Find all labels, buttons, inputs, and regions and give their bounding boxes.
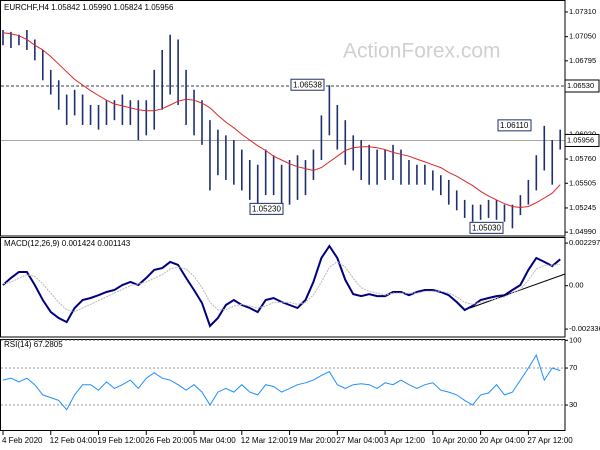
- panel-title: MACD(12,26,9) 0.001424 0.001143: [4, 239, 131, 248]
- price-annotation: 1.06538: [293, 80, 322, 89]
- indicator-line: [2, 260, 561, 313]
- macd-panel: [0, 237, 566, 338]
- y-tick-label: 1.06020: [569, 129, 596, 138]
- x-tick-label: 20 Apr 04:00: [480, 436, 526, 445]
- y-tick-label: 30: [569, 400, 577, 409]
- y-tick-label: 1.05505: [569, 178, 596, 187]
- x-tick-label: 19 Feb 12:00: [98, 436, 146, 445]
- last-price-label: 1.05956: [567, 135, 594, 144]
- level-label: 1.06530: [567, 81, 594, 90]
- x-tick-label: 19 Mar 20:00: [289, 436, 337, 445]
- x-tick-label: 27 Apr 12:00: [527, 436, 573, 445]
- price-annotation-box: [469, 221, 504, 234]
- y-tick-label: 1.05760: [569, 154, 596, 163]
- indicator-line: [2, 32, 561, 209]
- y-tick-label: 1.07310: [569, 7, 596, 16]
- y-tick-label: 1.07050: [569, 32, 596, 41]
- price-annotation: 1.05030: [472, 223, 501, 232]
- x-tick-label: 5 Mar 04:00: [193, 436, 236, 445]
- x-tick-label: 3 Apr 12:00: [384, 436, 425, 445]
- price-annotation-box: [249, 202, 284, 215]
- x-tick-label: 10 Apr 20:00: [432, 436, 478, 445]
- x-tick-label: 12 Mar 12:00: [241, 436, 289, 445]
- price-panel: [0, 0, 566, 237]
- y-tick-label: 70: [569, 363, 577, 372]
- y-tick-label: 0.00: [569, 281, 584, 290]
- y-tick-label: 1.04990: [569, 227, 596, 236]
- x-tick-label: 26 Feb 20:00: [145, 436, 193, 445]
- price-annotation-box: [497, 119, 532, 132]
- watermark: ActionForex.com: [343, 40, 501, 63]
- y-tick-label: 1.05245: [569, 203, 596, 212]
- price-annotation-box: [290, 78, 325, 91]
- price-annotation: 1.06110: [500, 121, 529, 130]
- x-tick-label: 27 Mar 04:00: [336, 436, 384, 445]
- rsi-panel: [0, 339, 566, 431]
- y-tick-label: 1.06795: [569, 56, 596, 65]
- indicator-line: [2, 353, 561, 411]
- y-tick-label: 0.002297: [569, 238, 600, 247]
- x-tick-label: 4 Feb 2020: [2, 436, 43, 445]
- last-price-box: [564, 133, 600, 147]
- indicator-line: [2, 244, 561, 328]
- y-tick-label: -0.002336: [569, 324, 600, 333]
- x-tick-label: 12 Feb 04:00: [50, 436, 98, 445]
- panel-title: RSI(14) 67.2805: [4, 340, 63, 349]
- y-tick-label: 100: [569, 335, 582, 344]
- panel-title: EURCHF,H4 1.05842 1.05990 1.05824 1.0595…: [4, 3, 174, 12]
- price-annotation: 1.05230: [252, 204, 281, 213]
- level-label-box: [564, 79, 600, 93]
